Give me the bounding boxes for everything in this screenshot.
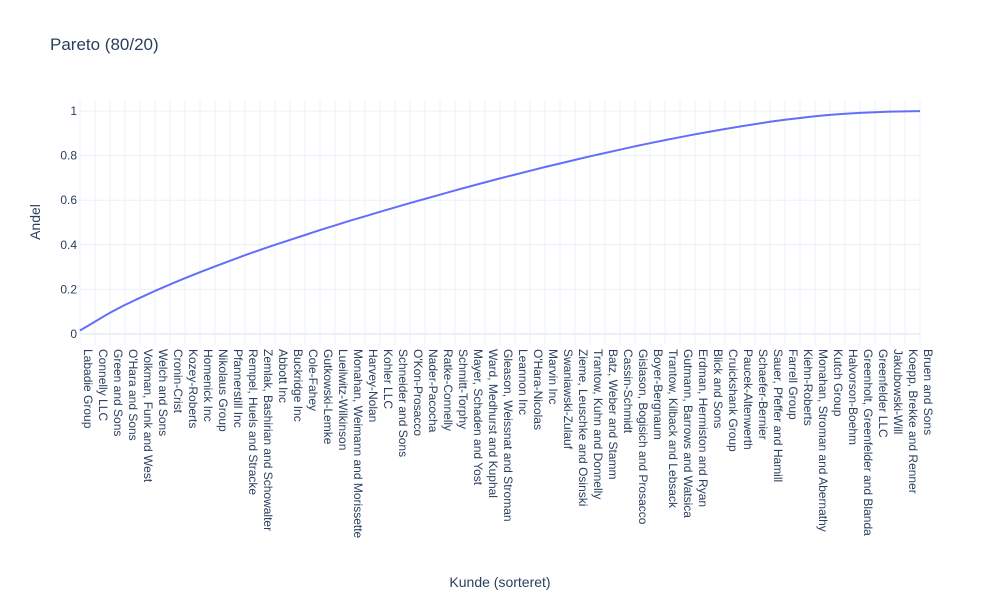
x-tick-label: Schaefer-Bernier [756, 349, 770, 440]
x-tick-label: Erdman, Hermiston and Ryan [696, 349, 710, 507]
cumulative-share-line [79, 110, 921, 332]
x-tick-label: O'Hara and Sons [126, 349, 140, 441]
y-axis-ticks: 0 0.2 0.4 0.6 0.8 1 [60, 104, 77, 341]
x-tick-label: Cole-Fahey [306, 349, 320, 411]
x-tick-label: Green and Sons [111, 349, 125, 436]
y-tick-label: 0.2 [60, 282, 77, 296]
x-tick-label: Koepp, Brekke and Renner [906, 349, 920, 494]
x-tick-label: Kozey-Roberts [186, 349, 200, 428]
x-tick-label: Zemlak, Bashirian and Schowalter [261, 349, 275, 531]
x-tick-label: Sauer, Pfeffer and Hamill [771, 349, 785, 482]
x-tick-label: Kutch Group [831, 349, 845, 417]
y-tick-label: 0.6 [60, 193, 77, 207]
x-tick-label: Cassin-Schmidt [621, 349, 635, 434]
x-axis-title: Kunde (sorteret) [449, 574, 550, 590]
x-tick-label: Connelly LLC [96, 349, 110, 421]
x-tick-label: Schmitt-Torphy [456, 349, 470, 429]
x-tick-label: Leannon Inc [516, 349, 530, 415]
x-tick-label: Gislason, Bogisich and Prosacco [636, 349, 650, 525]
x-tick-label: Rempel, Huels and Stracke [246, 349, 260, 495]
x-tick-label: Schneider and Sons [396, 349, 410, 457]
x-tick-label: Lueilwitz-Wilkinson [336, 349, 350, 450]
x-tick-label: Swaniawski-Zulauf [561, 349, 575, 450]
x-tick-label: Monahan, Stroman and Abernathy [816, 349, 830, 532]
y-tick-label: 1 [70, 104, 77, 118]
x-tick-label: Batz, Weber and Stamm [606, 349, 620, 480]
x-tick-label: Kohler LLC [381, 349, 395, 409]
x-tick-label: Trantow, Kuhn and Donnelly [591, 349, 605, 499]
x-tick-label: Trantow, Kilback and Lebsack [666, 349, 680, 509]
x-tick-label: Labadie Group [81, 349, 95, 429]
series-layer [79, 110, 921, 332]
x-tick-label: Cronin-Crist [171, 349, 185, 414]
chart-title: Pareto (80/20) [50, 35, 159, 54]
x-tick-label: Mayer, Schaden and Yost [471, 349, 485, 486]
x-tick-label: Marvin Inc [546, 349, 560, 404]
grid-lines [79, 100, 921, 345]
y-tick-label: 0.8 [60, 149, 77, 163]
x-tick-label: Blick and Sons [711, 349, 725, 428]
y-axis-title: Andel [27, 204, 43, 240]
x-tick-label: Ward, Medhurst and Kuphal [486, 349, 500, 498]
x-tick-label: Welch and Sons [156, 349, 170, 436]
x-tick-label: Gutkowski-Lemke [321, 349, 335, 445]
x-tick-label: Nikolaus Group [216, 349, 230, 432]
x-tick-label: Paucek-Altenwerth [741, 349, 755, 450]
x-tick-label: Greenholt, Greenfelder and Blanda [861, 349, 875, 536]
x-tick-label: Gutmann, Barrows and Watsica [681, 349, 695, 518]
x-axis-ticks: Labadie Group Connelly LLC Green and Sons O… [81, 349, 935, 539]
x-tick-label: Nader-Pacocha [426, 349, 440, 433]
x-tick-label: Farrell Group [786, 349, 800, 420]
y-tick-label: 0.4 [60, 238, 77, 252]
y-tick-label: 0 [70, 327, 77, 341]
x-tick-label: Monahan, Weimann and Morissette [351, 349, 365, 539]
x-tick-label: Halvorson-Boehm [846, 349, 860, 445]
x-tick-label: Greenfelder LLC [876, 349, 890, 438]
x-tick-label: Pfannerstill Inc [231, 349, 245, 428]
x-tick-label: Kiehn-Roberts [801, 349, 815, 426]
x-tick-label: Jakubowski-Will [891, 349, 905, 434]
x-tick-label: Ratke-Connelly [441, 349, 455, 431]
x-tick-label: Boyer-Bergnaum [651, 349, 665, 440]
x-tick-label: Bruen and Sons [921, 349, 935, 435]
x-tick-label: Cruickshank Group [726, 349, 740, 452]
x-tick-label: Buckridge Inc [291, 349, 305, 422]
x-tick-label: Abbott Inc [276, 349, 290, 403]
x-tick-label: Volkman, Funk and West [141, 349, 155, 483]
x-tick-label: O'Kon-Prosacco [411, 349, 425, 436]
x-tick-label: Homenick Inc [201, 349, 215, 422]
x-tick-label: Gleason, Weissnat and Stroman [501, 349, 515, 522]
x-tick-label: O'Hara-Nicolas [531, 349, 545, 430]
x-tick-label: Harvey-Nolan [366, 349, 380, 422]
x-tick-label: Zieme, Leuschke and Osinski [576, 349, 590, 506]
